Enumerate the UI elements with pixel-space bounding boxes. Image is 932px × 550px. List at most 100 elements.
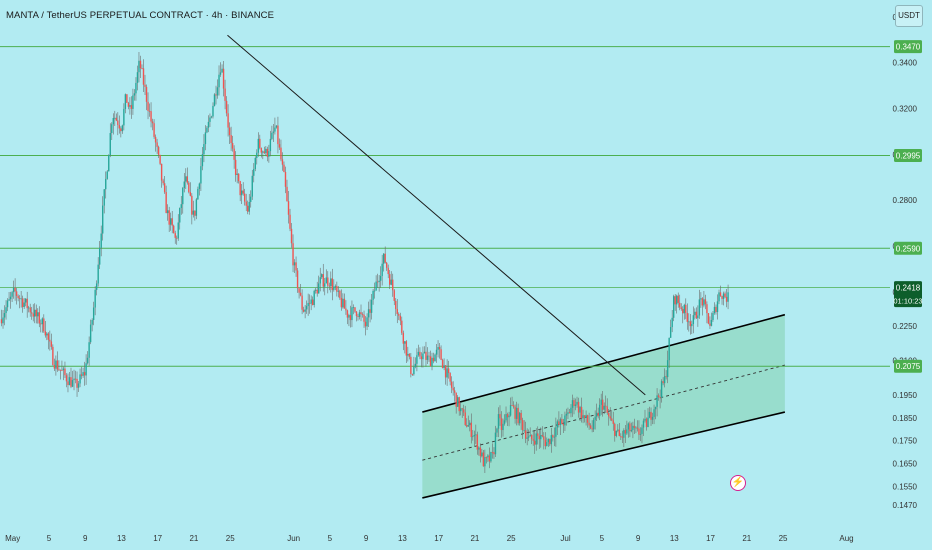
candle-body xyxy=(396,309,398,314)
candle-body xyxy=(173,225,175,234)
currency-button[interactable]: USDT xyxy=(895,5,923,27)
candle-body xyxy=(38,312,40,324)
candle-body xyxy=(401,320,403,333)
candle-body xyxy=(414,363,417,367)
candle-body xyxy=(413,366,415,375)
candle-body xyxy=(163,183,166,193)
candle-body xyxy=(322,274,324,287)
candle-body xyxy=(73,378,75,381)
candle-body xyxy=(194,210,196,216)
candle-body xyxy=(102,205,104,234)
candle-body xyxy=(318,283,320,294)
candle-body xyxy=(555,427,557,437)
candle-body xyxy=(672,296,675,318)
candle-body xyxy=(207,121,210,128)
candle-body xyxy=(198,183,201,189)
candle-body xyxy=(218,74,220,88)
candle-body xyxy=(441,359,444,369)
candle-body xyxy=(484,457,486,467)
x-tick-label: 25 xyxy=(779,534,788,543)
candle-body xyxy=(206,127,208,133)
candle-body xyxy=(237,173,240,182)
candle-body xyxy=(529,434,531,437)
candle-body xyxy=(464,412,466,426)
candle-body xyxy=(648,411,651,418)
level-label: 0.2590 xyxy=(896,244,921,253)
candle-body xyxy=(428,355,430,357)
candle-body xyxy=(20,298,22,300)
candle-body xyxy=(425,351,427,360)
candle-body xyxy=(715,306,717,313)
candle-body xyxy=(59,369,62,371)
candle-body xyxy=(250,196,252,202)
candle-body xyxy=(168,210,170,225)
candle-body xyxy=(559,419,562,425)
candle-body xyxy=(227,113,229,128)
candle-body xyxy=(242,190,244,194)
candle-body xyxy=(612,420,614,424)
candle-body xyxy=(126,94,128,103)
candle-body xyxy=(488,455,491,462)
levels-group xyxy=(0,46,890,367)
candle-body xyxy=(671,317,673,328)
candle-body xyxy=(97,264,99,284)
candle-body xyxy=(98,247,101,265)
price-axis[interactable]: 0.36000.34000.32000.30000.28000.26000.24… xyxy=(893,13,918,510)
candle-body xyxy=(228,127,231,136)
candle-body xyxy=(444,365,447,378)
candle-body xyxy=(35,309,37,317)
candle-body xyxy=(136,72,139,83)
candle-body xyxy=(666,360,669,378)
candle-body xyxy=(633,425,636,428)
candle-body xyxy=(281,159,284,165)
candle-body xyxy=(150,111,152,122)
candle-body xyxy=(68,377,71,385)
candle-body xyxy=(384,253,386,263)
candle-body xyxy=(642,420,645,428)
candle-body xyxy=(156,142,158,147)
candle-body xyxy=(251,175,253,197)
candle-body xyxy=(256,152,258,158)
candle-body xyxy=(162,180,164,184)
candle-body xyxy=(532,439,534,441)
candle-body xyxy=(219,72,222,75)
candle-body xyxy=(570,407,572,414)
candle-body xyxy=(592,419,595,430)
candle-body xyxy=(293,262,296,266)
x-tick-label: Jul xyxy=(560,534,570,543)
level-label-bg xyxy=(894,148,922,162)
candle-body xyxy=(586,415,589,423)
time-axis[interactable]: May 5 9 13 17 21 25 Jun 5 9 13 17 21 25 Jul 5 9 13 17 21 25 A… xyxy=(5,534,853,543)
candle-body xyxy=(496,428,498,433)
candle-body xyxy=(52,346,54,365)
candle-body xyxy=(91,320,93,325)
candle-body xyxy=(630,429,633,432)
candle-body xyxy=(0,319,3,324)
candle-body xyxy=(440,349,442,360)
candle-body xyxy=(564,415,566,426)
candle-body xyxy=(511,405,513,406)
candle-body xyxy=(100,233,102,248)
candle-body xyxy=(79,374,81,384)
candle-body xyxy=(490,452,492,462)
candle-body xyxy=(171,218,173,226)
y-tick-label: 0.1550 xyxy=(893,483,918,492)
candle-body xyxy=(319,277,321,284)
candle-body xyxy=(349,315,352,321)
candle-body xyxy=(186,176,189,183)
candle-body xyxy=(506,414,509,418)
flash-icon[interactable]: ⚡ xyxy=(730,475,746,491)
candle-body xyxy=(67,381,69,385)
candle-body xyxy=(55,360,57,369)
candle-body xyxy=(499,414,501,419)
candle-body xyxy=(398,313,400,316)
candle-body xyxy=(295,262,297,271)
candle-body xyxy=(378,280,380,283)
candle-body xyxy=(724,293,726,297)
candle-body xyxy=(188,182,190,193)
candle-body xyxy=(106,171,108,179)
candle-body xyxy=(456,397,459,407)
candle-body xyxy=(34,309,36,317)
candle-body xyxy=(108,155,110,172)
